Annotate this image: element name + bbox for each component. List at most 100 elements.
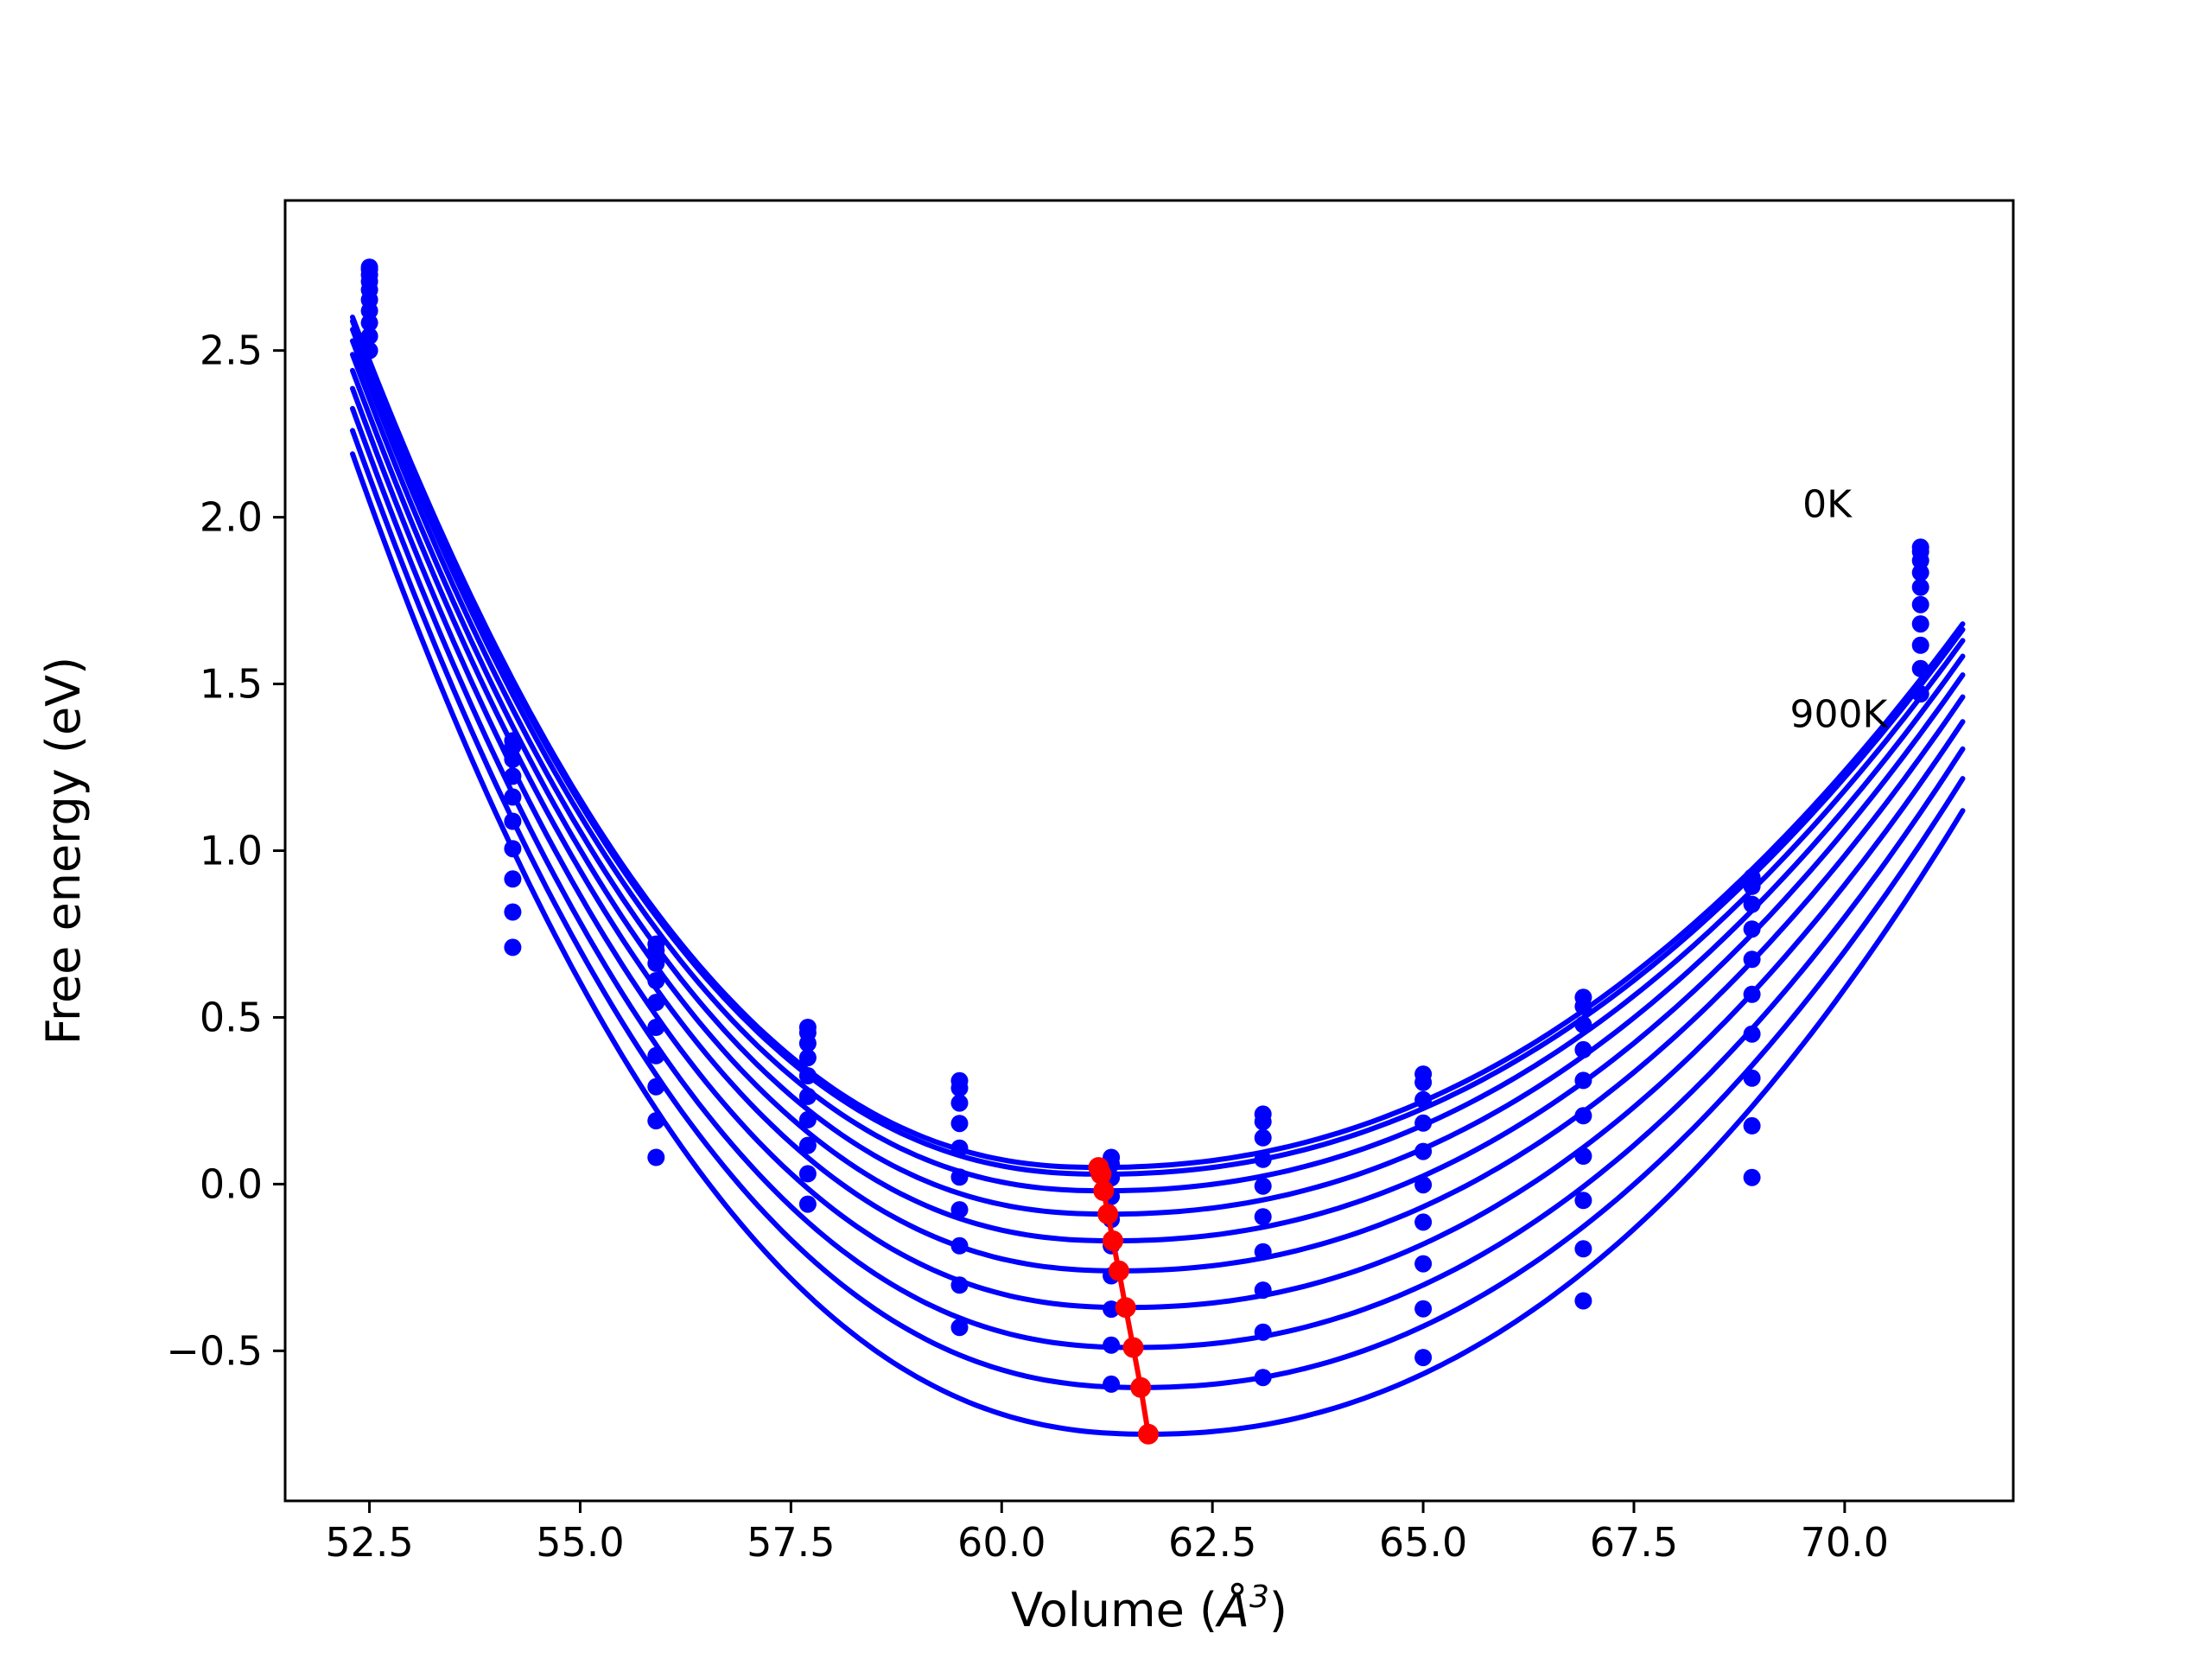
- data-point: [1414, 1114, 1433, 1132]
- data-point: [950, 1319, 969, 1337]
- data-point: [1103, 1375, 1121, 1393]
- fit-curves-group: [350, 315, 1966, 1437]
- data-point: [1574, 1147, 1592, 1165]
- x-tick-label: 60.0: [957, 1519, 1046, 1566]
- minima-point: [1097, 1204, 1119, 1225]
- minima-point: [1090, 1163, 1112, 1185]
- data-point: [360, 302, 378, 320]
- data-point: [360, 314, 378, 332]
- data-point: [950, 1139, 969, 1157]
- fit-curve-100K: [350, 318, 1966, 1177]
- data-point: [798, 1087, 817, 1105]
- data-points-800K: [360, 327, 1929, 1354]
- fit-curve-800K: [350, 428, 1966, 1390]
- data-point: [1911, 636, 1929, 654]
- data-point: [1414, 1255, 1433, 1273]
- data-point: [504, 870, 522, 888]
- x-tick-label: 65.0: [1379, 1519, 1467, 1566]
- data-point: [1574, 1107, 1592, 1125]
- y-tick-label: 1.0: [200, 828, 263, 874]
- data-point: [1574, 1015, 1592, 1033]
- fit-curve-700K: [350, 405, 1966, 1351]
- data-point: [504, 840, 522, 858]
- data-point: [1574, 1292, 1592, 1310]
- data-point: [1254, 1150, 1272, 1168]
- data-points-400K: [360, 281, 1929, 1229]
- data-point: [1911, 615, 1929, 633]
- y-tick-label: 2.5: [200, 327, 263, 374]
- data-point: [504, 812, 522, 830]
- y-tick-label: −0.5: [166, 1327, 263, 1374]
- data-point: [1254, 1369, 1272, 1387]
- minima-point: [1130, 1376, 1152, 1398]
- data-point: [504, 738, 522, 756]
- y-tick-label: 0.0: [200, 1160, 263, 1207]
- data-point: [1574, 1040, 1592, 1058]
- axes-group: [273, 199, 2015, 1513]
- fit-curve-400K: [350, 352, 1966, 1243]
- x-tick-label: 57.5: [747, 1519, 835, 1566]
- data-point: [1414, 1090, 1433, 1109]
- data-point: [1574, 1240, 1592, 1258]
- y-tick-label: 1.5: [200, 661, 263, 708]
- fit-curve-0K: [350, 315, 1966, 1171]
- data-point: [1911, 659, 1929, 677]
- data-points-600K: [360, 302, 1929, 1285]
- x-tick-label: 70.0: [1801, 1519, 1889, 1566]
- data-point: [504, 903, 522, 921]
- data-point: [798, 1049, 817, 1067]
- data-point: [1743, 1069, 1761, 1087]
- data-point: [1414, 1073, 1433, 1091]
- data-point: [647, 994, 665, 1012]
- axis-text-group: 52.5 55.0 57.5 60.0 62.5 65.0 67.5 70.0 −0.5 0.0 0…: [36, 327, 1889, 1637]
- data-point: [1911, 551, 1929, 569]
- minima-line-group: [1088, 1157, 1159, 1445]
- data-point: [950, 1201, 969, 1219]
- x-tick-label: 67.5: [1590, 1519, 1678, 1566]
- data-points-300K: [360, 272, 1929, 1205]
- data-point: [504, 788, 522, 806]
- data-point: [647, 1112, 665, 1130]
- data-point: [950, 1115, 969, 1133]
- x-tick-label: 62.5: [1168, 1519, 1256, 1566]
- data-point: [1254, 1113, 1272, 1131]
- data-point: [950, 1094, 969, 1112]
- data-point: [1254, 1281, 1272, 1300]
- data-point: [1743, 895, 1761, 913]
- data-point: [950, 1079, 969, 1097]
- annotation-900K: 900K: [1790, 693, 1889, 737]
- fit-curve-300K: [350, 338, 1966, 1217]
- minima-point: [1093, 1180, 1115, 1202]
- data-point: [1574, 997, 1592, 1015]
- data-point: [1574, 1071, 1592, 1090]
- data-point: [798, 1034, 817, 1052]
- data-point: [1254, 1128, 1272, 1147]
- fit-curve-500K: [350, 367, 1966, 1274]
- minima-point: [1103, 1230, 1123, 1251]
- data-point: [1574, 1192, 1592, 1210]
- data-point: [950, 1236, 969, 1255]
- data-point: [504, 750, 522, 768]
- y-tick-label: 0.5: [200, 994, 263, 1040]
- data-point: [950, 1168, 969, 1186]
- annotation-0K: 0K: [1802, 483, 1853, 527]
- data-point: [360, 341, 378, 359]
- x-axis-label: Volume (Å3): [1011, 1580, 1287, 1637]
- data-point: [1743, 950, 1761, 969]
- data-point: [504, 938, 522, 957]
- data-point: [647, 1148, 665, 1166]
- data-point: [798, 1067, 817, 1084]
- data-point: [1911, 578, 1929, 596]
- data-point: [1743, 1025, 1761, 1043]
- data-point: [798, 1195, 817, 1213]
- data-point: [1103, 1336, 1121, 1354]
- x-tick-label: 52.5: [325, 1519, 413, 1566]
- data-points-900K: [360, 341, 1929, 1393]
- data-point: [1414, 1300, 1433, 1318]
- data-point: [798, 1165, 817, 1183]
- y-axis-label: Free energy (eV): [36, 657, 91, 1045]
- data-point: [950, 1276, 969, 1294]
- data-point: [360, 327, 378, 346]
- minima-point: [1122, 1337, 1144, 1358]
